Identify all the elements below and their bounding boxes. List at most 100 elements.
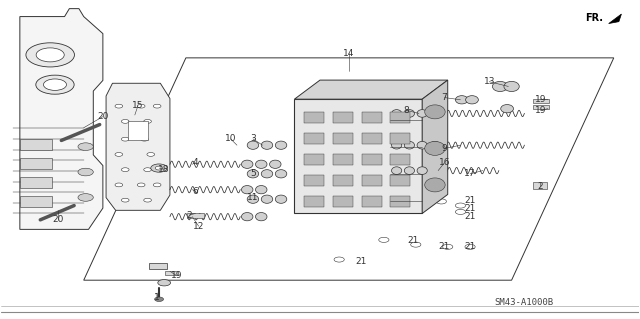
Ellipse shape: [261, 195, 273, 203]
Circle shape: [144, 168, 152, 172]
Polygon shape: [390, 196, 410, 207]
Circle shape: [151, 164, 168, 172]
Text: 7: 7: [442, 93, 447, 102]
Circle shape: [158, 279, 171, 286]
Polygon shape: [304, 196, 324, 207]
Circle shape: [465, 244, 475, 249]
Text: 21: 21: [356, 257, 367, 266]
Text: 19: 19: [534, 95, 546, 104]
Ellipse shape: [255, 186, 267, 194]
Ellipse shape: [425, 178, 445, 192]
Circle shape: [115, 152, 123, 156]
Text: SM43-A1000B: SM43-A1000B: [495, 298, 554, 307]
Circle shape: [436, 199, 447, 204]
Polygon shape: [333, 112, 353, 123]
Ellipse shape: [241, 186, 253, 194]
Ellipse shape: [247, 195, 259, 203]
Circle shape: [456, 209, 466, 214]
Text: 19: 19: [534, 106, 546, 115]
Circle shape: [154, 183, 161, 187]
Text: 1: 1: [154, 293, 160, 302]
Text: 21: 21: [439, 242, 450, 251]
Polygon shape: [390, 174, 410, 186]
Text: 8: 8: [403, 106, 409, 115]
Ellipse shape: [392, 110, 402, 117]
Text: 4: 4: [193, 158, 198, 167]
Circle shape: [456, 203, 466, 208]
Circle shape: [115, 183, 123, 187]
Circle shape: [334, 257, 344, 262]
Ellipse shape: [430, 141, 440, 149]
Polygon shape: [304, 133, 324, 144]
Polygon shape: [294, 99, 422, 213]
Polygon shape: [532, 105, 548, 109]
Ellipse shape: [255, 212, 267, 221]
Circle shape: [138, 104, 145, 108]
Circle shape: [36, 48, 64, 62]
Polygon shape: [20, 9, 103, 229]
Ellipse shape: [500, 105, 513, 113]
Text: 21: 21: [465, 196, 476, 205]
Ellipse shape: [430, 110, 440, 117]
Text: 15: 15: [132, 101, 144, 110]
Circle shape: [122, 168, 129, 172]
Polygon shape: [390, 154, 410, 165]
Polygon shape: [150, 263, 167, 269]
Ellipse shape: [241, 212, 253, 221]
Text: 21: 21: [465, 212, 476, 221]
Polygon shape: [20, 158, 52, 169]
Circle shape: [122, 137, 129, 141]
Text: 14: 14: [343, 48, 355, 58]
Polygon shape: [20, 196, 52, 207]
Text: 2: 2: [538, 182, 543, 191]
Ellipse shape: [261, 170, 273, 178]
Circle shape: [36, 75, 74, 94]
Ellipse shape: [275, 141, 287, 149]
Text: FR.: FR.: [585, 13, 603, 23]
Ellipse shape: [466, 96, 478, 104]
Ellipse shape: [404, 110, 415, 117]
Ellipse shape: [247, 141, 259, 149]
Circle shape: [141, 137, 148, 141]
Ellipse shape: [247, 170, 259, 178]
Polygon shape: [362, 133, 381, 144]
Ellipse shape: [425, 105, 445, 119]
Circle shape: [78, 143, 93, 151]
Polygon shape: [294, 80, 448, 99]
Polygon shape: [304, 154, 324, 165]
Text: 11: 11: [247, 193, 259, 202]
Circle shape: [156, 166, 163, 170]
Text: 9: 9: [442, 144, 447, 153]
Text: 21: 21: [465, 242, 476, 251]
Polygon shape: [333, 133, 353, 144]
Polygon shape: [106, 83, 170, 210]
Text: 6: 6: [193, 187, 198, 196]
Ellipse shape: [261, 141, 273, 149]
Polygon shape: [609, 14, 621, 24]
Ellipse shape: [456, 96, 468, 104]
Ellipse shape: [504, 81, 519, 92]
Circle shape: [411, 242, 421, 247]
Text: 21: 21: [407, 236, 419, 245]
Polygon shape: [166, 271, 178, 275]
Polygon shape: [84, 58, 614, 280]
Polygon shape: [532, 99, 548, 103]
Text: 21: 21: [465, 204, 476, 213]
Text: 5: 5: [250, 169, 256, 178]
Circle shape: [144, 198, 152, 202]
Ellipse shape: [255, 160, 267, 168]
Ellipse shape: [417, 167, 428, 174]
Circle shape: [44, 79, 67, 90]
Ellipse shape: [275, 195, 287, 203]
Text: 10: 10: [225, 134, 236, 143]
Polygon shape: [390, 112, 410, 123]
Circle shape: [144, 120, 152, 123]
Ellipse shape: [425, 141, 445, 155]
Text: 19: 19: [171, 271, 182, 280]
Polygon shape: [422, 80, 448, 213]
Ellipse shape: [404, 141, 415, 149]
Polygon shape: [304, 174, 324, 186]
Ellipse shape: [492, 81, 508, 92]
Polygon shape: [362, 112, 381, 123]
Polygon shape: [20, 177, 52, 188]
